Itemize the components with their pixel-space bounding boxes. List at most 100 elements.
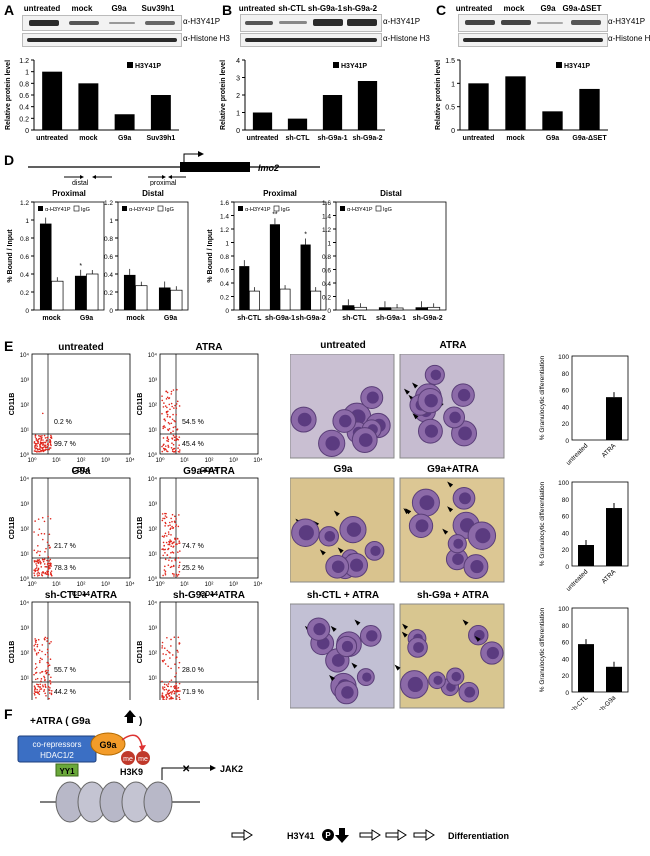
x-tick-label: 10³ <box>229 582 238 588</box>
event-dot <box>47 515 49 518</box>
event-dot <box>166 413 169 416</box>
event-dot <box>175 682 177 685</box>
blot-label: α-H3Y41P <box>183 17 221 26</box>
event-dot <box>47 572 49 575</box>
event-dot <box>50 434 52 437</box>
event-dot <box>170 667 172 670</box>
event-dot <box>50 692 53 695</box>
legend-label: IgG <box>281 207 290 213</box>
x-axis-label: CD14 <box>200 591 218 598</box>
arrow-icon <box>413 829 435 841</box>
event-dot <box>167 531 170 533</box>
bar-h3y41p <box>342 305 355 310</box>
event-dot <box>163 569 166 571</box>
event-dot <box>172 443 175 446</box>
event-dot <box>48 533 51 536</box>
y-tick-label: 0.2 <box>19 116 29 123</box>
y-tick-label: 10⁰ <box>148 576 158 583</box>
event-dot <box>170 540 173 543</box>
category-label: mock <box>126 315 144 322</box>
cell-nucleus <box>366 391 379 404</box>
cell-nucleus <box>453 538 464 549</box>
event-dot <box>164 551 166 554</box>
event-dot <box>41 412 44 415</box>
y-tick-label: 0.4 <box>20 272 29 279</box>
event-dot <box>171 513 174 516</box>
event-dot <box>178 642 181 645</box>
bar <box>578 644 594 692</box>
category-label: sh-CTL <box>237 315 262 322</box>
event-dot <box>163 418 166 420</box>
y-tick-label: 60 <box>562 640 570 647</box>
phospho-icon <box>322 829 334 841</box>
x-tick-label: 10⁰ <box>27 457 37 464</box>
category-label: G9a <box>80 315 93 322</box>
event-dot <box>178 693 180 696</box>
event-dot <box>38 574 40 577</box>
event-dot <box>34 672 37 674</box>
event-dot <box>169 408 171 411</box>
event-dot <box>166 439 168 442</box>
x-tick-label: 10⁰ <box>27 581 37 588</box>
event-dot <box>35 439 38 441</box>
event-dot <box>46 559 48 562</box>
x-tick-label: 10⁴ <box>125 457 135 464</box>
event-dot <box>45 671 48 674</box>
event-dot <box>166 406 168 409</box>
event-dot <box>37 438 39 441</box>
differentiation-bar-charts: 0 20 40 60 80 100 % Granulocytic differentiati… <box>539 354 629 710</box>
event-dot <box>171 542 174 544</box>
event-dot <box>171 520 173 523</box>
event-dot <box>167 421 170 424</box>
event-dot <box>33 560 36 562</box>
event-dot <box>165 688 168 691</box>
y-tick-label: 1 <box>25 218 29 225</box>
event-dot <box>179 690 181 692</box>
event-dot <box>41 684 44 686</box>
event-dot <box>36 643 39 646</box>
event-dot <box>48 642 51 645</box>
bar <box>606 508 622 566</box>
legend-swatch <box>38 206 43 211</box>
event-dot <box>45 439 48 441</box>
event-dot <box>37 550 39 552</box>
event-dot <box>168 403 171 406</box>
event-dot <box>167 543 169 546</box>
event-dot <box>178 566 180 569</box>
event-dot <box>42 558 44 561</box>
event-dot <box>39 657 42 660</box>
bar <box>606 397 622 440</box>
event-dot <box>164 570 167 573</box>
event-dot <box>49 658 52 661</box>
event-dot <box>40 680 42 682</box>
event-dot <box>173 407 175 409</box>
x-axis-label: CD14 <box>72 591 90 598</box>
blot-label: α-H3Y41P <box>608 17 646 26</box>
event-dot <box>164 445 167 447</box>
y-tick-label: 0.5 <box>445 105 455 112</box>
event-dot <box>34 640 37 642</box>
y-tick-label: 10⁴ <box>20 352 30 359</box>
event-dot <box>168 543 171 545</box>
legend-label: IgG <box>383 207 392 213</box>
event-dot <box>175 518 177 520</box>
legend-swatch <box>238 206 243 211</box>
y-axis-label: CD11B <box>9 641 16 664</box>
event-dot <box>37 518 40 520</box>
y-tick-label: 1 <box>109 218 113 225</box>
event-dot <box>178 661 181 664</box>
event-dot <box>36 442 38 445</box>
event-dot <box>162 437 165 439</box>
event-dot <box>41 516 44 519</box>
legend-swatch <box>73 205 80 212</box>
event-dot <box>40 532 43 535</box>
cell-nucleus <box>419 495 435 511</box>
event-dot <box>166 396 169 399</box>
event-dot <box>41 538 44 541</box>
y-tick-label: 10² <box>20 403 29 409</box>
y-tick-label: 0 <box>109 308 113 315</box>
event-dot <box>175 403 178 405</box>
cell-nucleus <box>339 414 352 428</box>
event-dot <box>47 656 49 658</box>
category-label: G9a-ΔSET <box>572 135 607 142</box>
